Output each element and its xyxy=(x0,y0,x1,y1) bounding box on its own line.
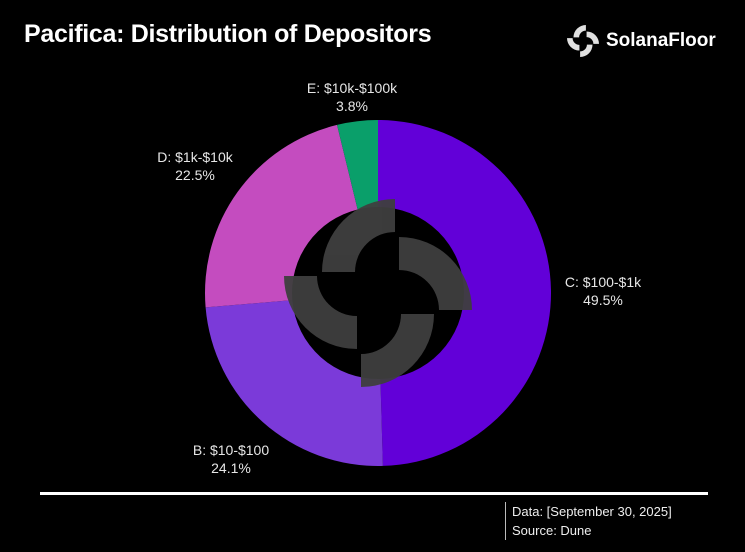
chart-title: Pacifica: Distribution of Depositors xyxy=(24,20,432,48)
data-date: Data: [September 30, 2025] xyxy=(512,504,672,519)
donut-slice-e xyxy=(337,120,378,210)
slice-label-d: D: $1k-$10k 22.5% xyxy=(157,149,233,183)
footer-vertical-divider xyxy=(505,502,506,540)
donut-slice-b xyxy=(205,300,383,466)
slice-label-b: B: $10-$100 24.1% xyxy=(192,442,270,476)
donut-slice-d xyxy=(205,124,358,308)
brand-name: SolanaFloor xyxy=(606,30,716,51)
solanafloor-logo-icon xyxy=(567,25,599,57)
watermark-logo-icon xyxy=(284,199,472,387)
slice-label-e: E: $10k-$100k 3.8% xyxy=(306,80,398,114)
brand: SolanaFloor xyxy=(566,24,716,58)
footer-divider xyxy=(40,492,708,495)
data-source: Source: Dune xyxy=(512,523,592,538)
slice-label-c: C: $100-$1k 49.5% xyxy=(564,274,642,308)
